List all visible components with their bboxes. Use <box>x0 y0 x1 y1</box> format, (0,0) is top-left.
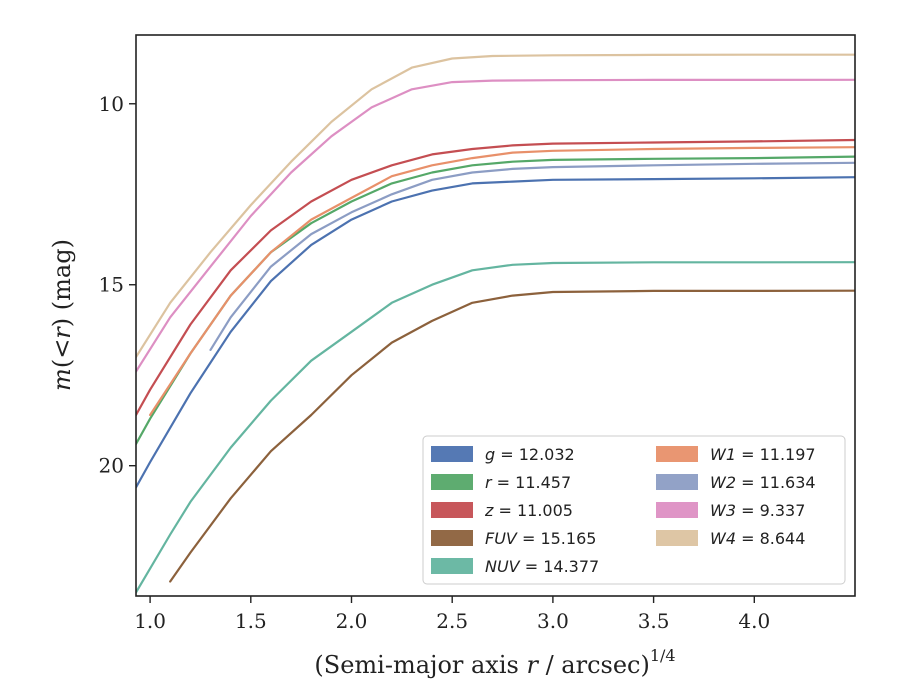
series-layer <box>136 53 855 594</box>
x-tick-label: 2.0 <box>336 609 368 633</box>
x-axis: 1.0 1.5 2.0 2.5 3.0 3.5 4.0 <box>134 596 770 633</box>
legend-label-w1: W1 = 11.197 <box>710 445 816 464</box>
plot-frame <box>135 34 856 597</box>
series-line-nuv <box>136 261 855 594</box>
legend-entries: g = 12.032 r = 11.457 z = 11.005 FUV = 15.1… <box>431 445 816 576</box>
series-line-g <box>136 176 855 489</box>
series-line-z <box>136 138 855 417</box>
legend-label-w2: W2 = 11.634 <box>710 473 816 492</box>
series-line-w2 <box>209 161 855 351</box>
series-line-w3 <box>136 78 855 373</box>
legend-box <box>422 435 846 585</box>
y-axis: 10 15 20 <box>99 92 136 478</box>
y-tick-label: 20 <box>99 454 124 478</box>
legend-swatch-w2 <box>656 474 698 490</box>
legend-label-r: r = 11.457 <box>485 473 571 492</box>
x-tick-label: 3.5 <box>638 609 670 633</box>
x-tick-label: 4.0 <box>738 609 770 633</box>
series-line-fuv <box>169 289 855 583</box>
legend-swatch-w4 <box>656 530 698 546</box>
legend-label-fuv: FUV = 15.165 <box>485 529 596 548</box>
legend-label-z: z = 11.005 <box>484 501 573 520</box>
legend-swatch-z <box>431 502 473 518</box>
y-tick-label: 15 <box>99 273 124 297</box>
x-tick-label: 1.0 <box>134 609 166 633</box>
series-line-w4 <box>136 53 855 359</box>
legend-swatch-nuv <box>431 558 473 574</box>
legend-label-nuv: NUV = 14.377 <box>485 557 599 576</box>
legend: g = 12.032 r = 11.457 z = 11.005 FUV = 15.1… <box>422 435 846 585</box>
legend-swatch-r <box>431 474 473 490</box>
legend-label-w3: W3 = 9.337 <box>710 501 805 520</box>
legend-swatch-w3 <box>656 502 698 518</box>
legend-label-w4: W4 = 8.644 <box>710 529 805 548</box>
x-tick-label: 2.5 <box>436 609 468 633</box>
series-line-w1 <box>149 146 855 417</box>
legend-swatch-fuv <box>431 530 473 546</box>
x-tick-label: 3.0 <box>537 609 569 633</box>
legend-swatch-w1 <box>656 446 698 462</box>
y-axis-label: m(<r) (mag) <box>48 239 76 391</box>
legend-swatch-g <box>431 446 473 462</box>
y-tick-label: 10 <box>99 92 124 116</box>
x-axis-label: (Semi-major axis r / arcsec)1/4 <box>314 646 675 679</box>
x-tick-label: 1.5 <box>235 609 267 633</box>
legend-label-g: g = 12.032 <box>485 445 575 464</box>
